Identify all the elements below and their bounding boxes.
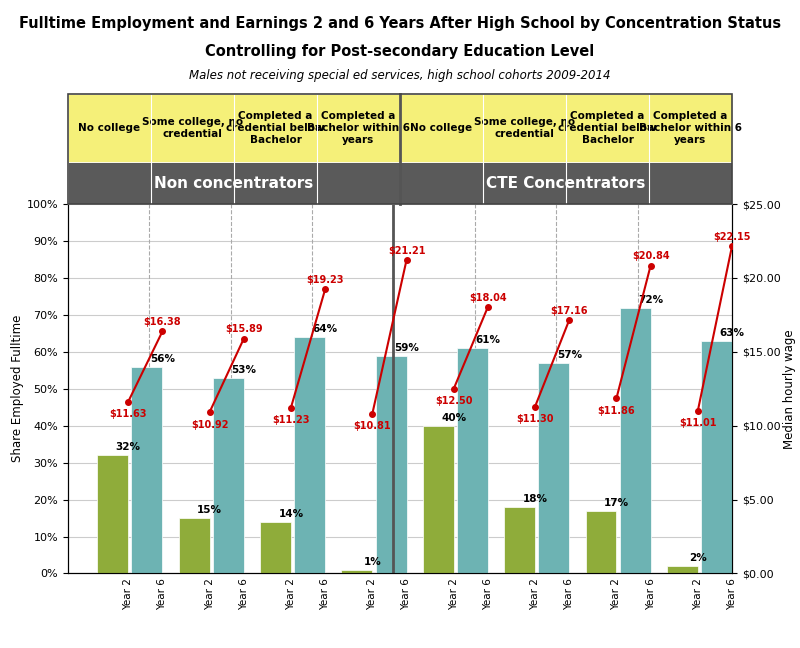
Text: Fulltime Employment and Earnings 2 and 6 Years After High School by Concentratio: Fulltime Employment and Earnings 2 and 6…: [19, 16, 781, 31]
Text: $11.01: $11.01: [679, 418, 717, 428]
Text: 18%: 18%: [522, 494, 547, 504]
Text: Controlling for Post-secondary Education Level: Controlling for Post-secondary Education…: [206, 44, 594, 59]
Bar: [131, 367, 162, 573]
Text: 61%: 61%: [475, 335, 500, 345]
Bar: [294, 337, 325, 573]
Text: 14%: 14%: [278, 509, 303, 519]
Text: 56%: 56%: [150, 354, 175, 364]
Text: $10.81: $10.81: [354, 421, 391, 431]
Text: $21.21: $21.21: [388, 246, 426, 256]
Text: Males not receiving special ed services, high school cohorts 2009-2014: Males not receiving special ed services,…: [190, 69, 610, 82]
Bar: [667, 566, 698, 573]
Text: No college: No college: [78, 123, 141, 133]
Text: 15%: 15%: [197, 505, 222, 515]
Bar: [342, 570, 372, 573]
Text: Some college, no
credential: Some college, no credential: [142, 117, 243, 139]
Text: 2%: 2%: [689, 553, 706, 563]
Text: $20.84: $20.84: [632, 251, 670, 261]
Text: 32%: 32%: [116, 443, 141, 452]
Text: Completed a
Bachelor within 6
years: Completed a Bachelor within 6 years: [307, 111, 410, 145]
Text: 53%: 53%: [231, 365, 256, 375]
Text: 57%: 57%: [557, 350, 582, 360]
Text: $18.04: $18.04: [469, 292, 506, 303]
Text: $10.92: $10.92: [191, 419, 228, 430]
Bar: [178, 518, 210, 573]
Text: $16.38: $16.38: [143, 317, 182, 327]
Text: $19.23: $19.23: [306, 275, 344, 285]
Text: $11.23: $11.23: [272, 415, 310, 425]
Text: $15.89: $15.89: [225, 324, 262, 334]
Bar: [620, 308, 650, 573]
Text: Non concentrators: Non concentrators: [154, 176, 314, 191]
Text: Completed a
credential below
Bachelor: Completed a credential below Bachelor: [226, 111, 325, 145]
Bar: [213, 378, 244, 573]
Bar: [98, 456, 128, 573]
Text: $11.86: $11.86: [598, 406, 635, 415]
Text: CTE Concentrators: CTE Concentrators: [486, 176, 646, 191]
Text: $22.15: $22.15: [714, 232, 750, 242]
Bar: [701, 341, 732, 573]
Bar: [457, 348, 488, 573]
Text: Some college, no
credential: Some college, no credential: [474, 117, 575, 139]
Bar: [260, 522, 291, 573]
Bar: [375, 356, 406, 573]
Text: 59%: 59%: [394, 343, 419, 353]
Text: 72%: 72%: [638, 295, 663, 305]
Bar: [504, 507, 535, 573]
Text: 1%: 1%: [363, 557, 382, 567]
Bar: [422, 426, 454, 573]
Y-axis label: Median hourly wage: Median hourly wage: [783, 329, 796, 448]
Text: 63%: 63%: [719, 328, 745, 338]
Text: No college: No college: [410, 123, 473, 133]
Text: $17.16: $17.16: [550, 305, 588, 316]
Text: Completed a
credential below
Bachelor: Completed a credential below Bachelor: [558, 111, 657, 145]
Y-axis label: Share Employed Fulltime: Share Employed Fulltime: [11, 315, 24, 463]
Text: $12.50: $12.50: [435, 396, 473, 406]
Text: $11.63: $11.63: [110, 409, 147, 419]
Text: $11.30: $11.30: [516, 414, 554, 424]
Text: 17%: 17%: [604, 498, 629, 508]
Text: Completed a
Bachelor within 6
years: Completed a Bachelor within 6 years: [639, 111, 742, 145]
Text: 40%: 40%: [441, 413, 466, 422]
Bar: [538, 363, 570, 573]
Text: 64%: 64%: [313, 324, 338, 334]
Bar: [586, 511, 617, 573]
